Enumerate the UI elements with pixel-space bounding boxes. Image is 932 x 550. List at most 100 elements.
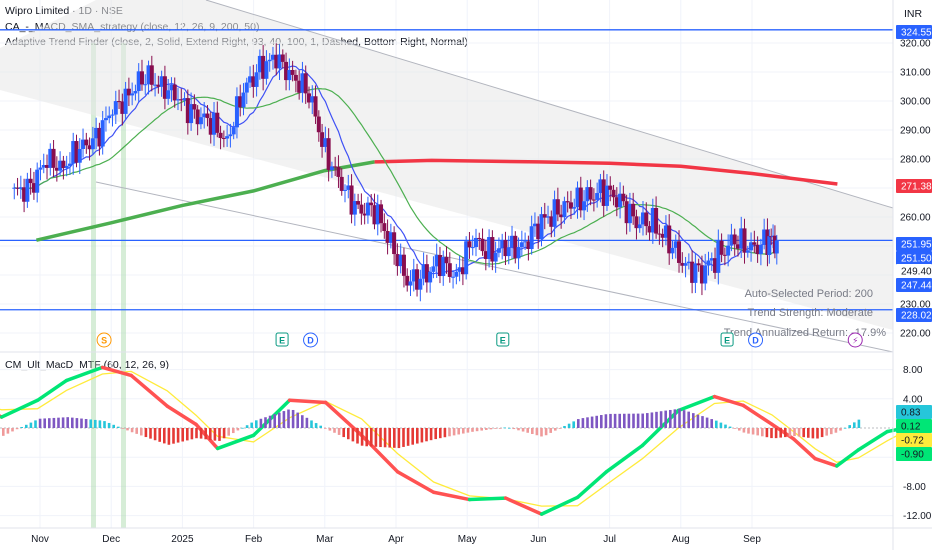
macd-hist-bar (820, 428, 824, 438)
macd-hist-bar (232, 428, 235, 434)
macd-tag-label: -0.72 (901, 436, 924, 447)
candle-body (614, 197, 619, 208)
candle-body (709, 258, 714, 261)
candle-body (306, 93, 311, 103)
candle-body (67, 163, 72, 166)
candle-body (241, 92, 246, 108)
candle-body (677, 241, 682, 263)
candle-body (192, 104, 197, 110)
macd-hist-bar (715, 420, 718, 428)
macd-hist-bar (682, 410, 686, 428)
candle-body (758, 244, 763, 255)
price-tick-label: 310.00 (900, 68, 931, 79)
candle-body (680, 262, 685, 266)
macd-hist-bar (218, 428, 221, 441)
macd-hist-bar (834, 428, 838, 433)
candle-body (218, 132, 223, 139)
macd-hist-bar (600, 415, 603, 428)
candle-body (372, 205, 377, 225)
candle-body (153, 84, 158, 86)
candle-body (48, 148, 53, 168)
candle-body (81, 139, 86, 149)
price-tag-label: 251.50 (901, 254, 932, 265)
price-tags: 324.55 271.38 251.95 251.50 249.40 247.44 228.… (896, 25, 932, 322)
candle-body (287, 70, 292, 81)
macd-line-segment (395, 470, 436, 494)
macd-hist-bar (103, 421, 106, 428)
time-tick-label: Feb (245, 534, 263, 545)
macd-hist-bar (816, 428, 819, 439)
candle-body (631, 203, 636, 217)
macd-tag-label: 0.12 (901, 422, 921, 433)
candle-body (297, 80, 302, 93)
macd-hist-bar (604, 414, 608, 428)
candle-body (562, 201, 567, 218)
candle-body (401, 254, 406, 276)
macd-hist-bar (61, 417, 65, 428)
price-tag-bg (896, 308, 932, 322)
event-marker-label: S (101, 336, 107, 346)
sma-mid-green (14, 87, 778, 265)
macd-hist-bar (462, 428, 465, 434)
time-tick-label: Mar (316, 534, 334, 545)
candle-body (169, 84, 174, 91)
macd-hist-bar (793, 428, 796, 437)
macd-line-segment (676, 394, 717, 413)
macd-tags: 0.83 0.12 -0.72 -0.90 (896, 405, 932, 461)
macd-hist-bar (678, 408, 681, 428)
macd-hist-bar (135, 428, 138, 434)
macd-hist-bar (425, 428, 428, 442)
candle-body (362, 213, 367, 216)
signal-band (121, 43, 126, 528)
indicator-legend-ult-macd[interactable]: CM_Ult_MacD_MTF (60, 12, 26, 9) (5, 359, 169, 371)
candle-body (477, 237, 482, 239)
macd-hist-bar (195, 428, 198, 439)
candle-body (647, 226, 652, 233)
candle-body (415, 269, 420, 290)
candle-body (546, 216, 551, 218)
macd-hist-bar (264, 417, 267, 428)
macd-hist-bar (140, 428, 143, 436)
macd-hist-bar (319, 425, 322, 428)
candle-body (18, 187, 23, 189)
price-tag-bg (896, 179, 932, 193)
macd-hist-bar (857, 419, 861, 428)
candle-body (762, 229, 767, 245)
candle-body (234, 96, 239, 128)
candle-body (595, 193, 600, 200)
candle-body (326, 138, 331, 170)
price-tick-label: 280.00 (900, 155, 931, 166)
macd-hist-bar (393, 428, 396, 448)
candle-body (388, 232, 393, 243)
time-axis[interactable]: Nov Dec 2025 Feb Mar Apr May Jun Jul Aug Sep (31, 534, 761, 545)
candle-body (343, 189, 348, 191)
macd-hist-bar (434, 428, 437, 440)
time-tick-label: Jul (603, 534, 616, 545)
event-markers[interactable]: S E D E E D ⚡ (96, 332, 863, 348)
candle-body (290, 70, 295, 75)
candle-body (35, 169, 40, 193)
candle-body (686, 261, 691, 264)
macd-line-segment (287, 398, 328, 405)
macd-hist-bar (531, 428, 534, 434)
candle-body (316, 116, 321, 133)
candle-body (110, 114, 115, 116)
candle-body (369, 202, 374, 206)
candle-body (379, 204, 384, 224)
candle-body (248, 76, 253, 83)
macd-hist-bar (383, 428, 387, 448)
candle-body (670, 247, 675, 254)
event-marker-circle (96, 332, 112, 348)
candle-body (274, 54, 279, 69)
candle-body (77, 148, 82, 163)
candle-body (130, 93, 135, 96)
candle-body (172, 84, 177, 101)
macd-hist-bar (89, 419, 92, 428)
macd-hist-bar (66, 417, 69, 428)
price-tag-bg (896, 25, 932, 39)
candle-body (532, 223, 537, 227)
candle-body (428, 271, 433, 283)
currency-label[interactable]: INR (904, 8, 923, 20)
macd-hist-bar (71, 417, 74, 428)
